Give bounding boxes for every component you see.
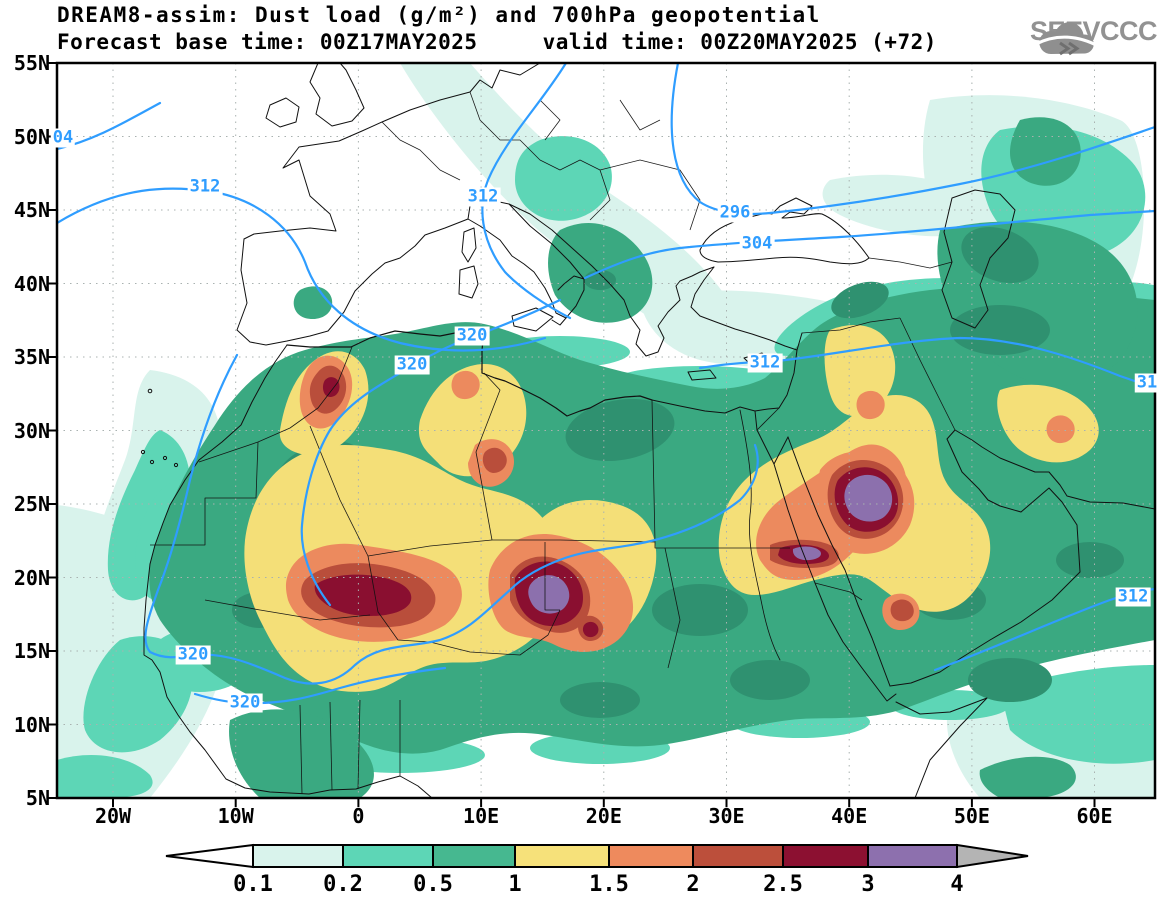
lat-tick-label: 40N — [0, 273, 50, 295]
contour-label: 312 — [188, 178, 223, 197]
colorbar-segment — [433, 845, 515, 867]
lon-tick-label: 10W — [218, 804, 254, 828]
colorbar-tick-label: 0.2 — [323, 872, 363, 897]
lon-tick-label: 20W — [95, 804, 131, 828]
colorbar-segment — [343, 845, 433, 867]
colorbar-tick-label: 4 — [950, 872, 963, 897]
lon-tick-label: 60E — [1076, 804, 1112, 828]
colorbar-tick-label: 1 — [508, 872, 521, 897]
lon-tick-label: 10E — [463, 804, 499, 828]
lat-tick-label: 45N — [0, 199, 50, 221]
contour-label: 320 — [228, 694, 263, 713]
contour-label: 320 — [455, 327, 490, 346]
colorbar-segment — [253, 845, 343, 867]
colorbar-segment — [693, 845, 783, 867]
colorbar-segment — [868, 845, 957, 867]
colorbar-tick-label: 2 — [686, 872, 699, 897]
colorbar-tick-label: 3 — [861, 872, 874, 897]
lat-tick-label: 30N — [0, 420, 50, 442]
chart-title: DREAM8-assim: Dust load (g/m²) and 700hP… — [57, 3, 937, 27]
lon-tick-label: 20E — [586, 804, 622, 828]
forecast-chart-page: 0.1 0.2 0.5 1 1.5 2 2.5 3 4 DREAM8-assim: Dust l… — [0, 0, 1165, 907]
lat-tick-label: 20N — [0, 567, 50, 589]
colorbar-segment — [515, 845, 609, 867]
chart-subtitle: Forecast base time: 00Z17MAY2025 valid t… — [57, 30, 937, 54]
lat-tick-label: 50N — [0, 126, 50, 148]
colorbar-arrow-left — [166, 845, 253, 867]
lat-tick-label: 35N — [0, 346, 50, 368]
contour-label: 296 — [718, 204, 753, 223]
cloud-logo-icon — [1030, 16, 1102, 60]
colorbar-tick-label: 0.5 — [413, 872, 453, 897]
lon-tick-label: 30E — [708, 804, 744, 828]
colorbar-tick-label: 0.1 — [233, 872, 273, 897]
seevccc-logo: SEEVCCC — [1030, 16, 1157, 47]
contour-label: 304 — [740, 235, 775, 254]
colorbar-arrow-right — [957, 845, 1028, 867]
contour-label: 312 — [466, 188, 501, 207]
contour-label: 312 — [748, 354, 783, 373]
colorbar-tick-label: 1.5 — [589, 872, 629, 897]
contour-label: 31 — [1135, 374, 1159, 393]
lat-tick-label: 15N — [0, 640, 50, 662]
colorbar-tick-label: 2.5 — [763, 872, 803, 897]
contour-label: 320 — [395, 356, 430, 375]
chart-header: DREAM8-assim: Dust load (g/m²) and 700hP… — [57, 3, 937, 54]
lon-tick-label: 0 — [352, 804, 364, 828]
contour-label: 04 — [51, 129, 75, 148]
lat-tick-label: 25N — [0, 493, 50, 515]
forecast-base-time: Forecast base time: 00Z17MAY2025 — [57, 30, 478, 54]
lat-tick-label: 10N — [0, 714, 50, 736]
colorbar: 0.1 0.2 0.5 1 1.5 2 2.5 3 4 — [166, 845, 1028, 897]
colorbar-segment — [609, 845, 693, 867]
contour-label: 320 — [176, 646, 211, 665]
lon-tick-label: 40E — [831, 804, 867, 828]
lat-tick-label: 5N — [0, 787, 50, 809]
lat-tick-label: 55N — [0, 52, 50, 74]
valid-time: valid time: 00Z20MAY2025 (+72) — [543, 30, 937, 54]
contour-label: 312 — [1116, 588, 1151, 607]
lon-tick-label: 50E — [954, 804, 990, 828]
colorbar-segment — [783, 845, 868, 867]
map-canvas: 0.1 0.2 0.5 1 1.5 2 2.5 3 4 — [0, 0, 1165, 907]
